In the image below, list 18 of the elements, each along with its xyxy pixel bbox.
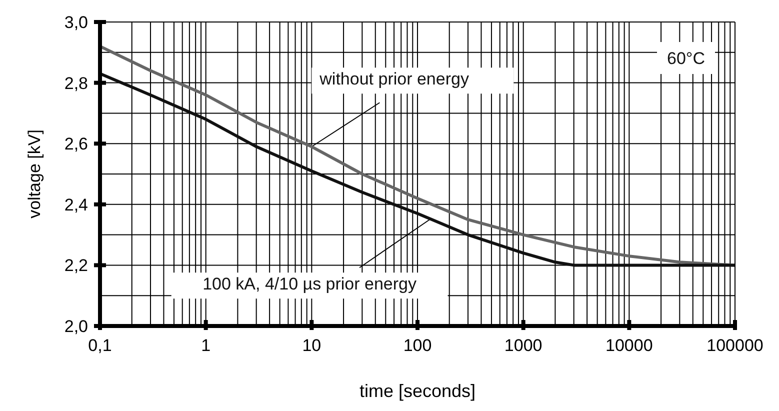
- x-tick-label: 1: [201, 336, 211, 355]
- x-tick-label: 10000: [606, 336, 653, 355]
- x-tick-label: 100000: [706, 336, 764, 355]
- y-tick-label: 2,8: [64, 74, 88, 93]
- annotation: 60°C: [667, 49, 705, 68]
- y-tick-label: 2,6: [64, 134, 88, 154]
- x-tick-label: 100: [403, 336, 432, 355]
- y-axis-title: voltage [kV]: [25, 130, 44, 218]
- y-tick-label: 2,4: [64, 195, 88, 214]
- y-tick-label: 3,0: [64, 13, 88, 32]
- annotation: 100 kA, 4/10 µs prior energy: [202, 274, 418, 294]
- x-tick-label: 1000: [504, 336, 542, 355]
- y-tick-label: 2,2: [64, 256, 88, 276]
- x-tick-label: 10: [302, 336, 322, 355]
- x-tick-label: 0,1: [88, 336, 112, 355]
- x-axis-title: time [seconds]: [359, 381, 476, 401]
- y-tick-label: 2,0: [64, 317, 88, 336]
- annotation: without prior energy: [318, 70, 470, 89]
